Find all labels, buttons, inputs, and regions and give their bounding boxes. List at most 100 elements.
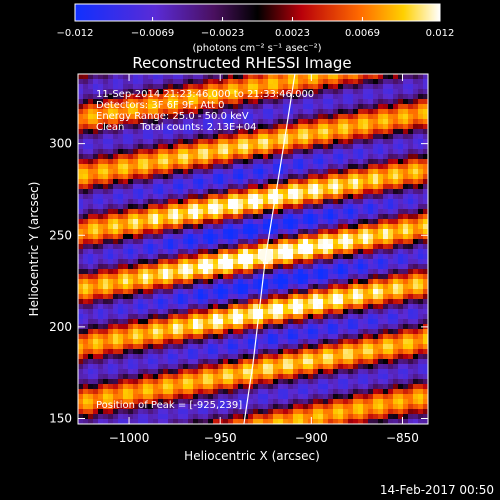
heatmap-cell [168,244,174,250]
heatmap-cell [343,199,349,205]
heatmap-cell [278,244,284,250]
heatmap-cell [98,349,104,355]
heatmap-cell [88,179,94,185]
heatmap-cell [188,314,194,320]
heatmap-cell [243,179,249,185]
heatmap-cell [158,234,164,240]
heatmap-cell [143,289,149,295]
heatmap-cell [133,239,139,245]
heatmap-cell [78,274,84,280]
x-axis: −1000 −950 −900 −850 [109,74,419,445]
heatmap-cell [198,309,204,315]
heatmap-cell [403,124,409,130]
heatmap-cell [388,204,394,210]
heatmap-cell [378,214,384,220]
heatmap-cell [373,269,379,275]
heatmap-cell [278,214,284,220]
heatmap-cell [388,314,394,320]
heatmap-cell [248,334,254,340]
heatmap-cell [113,114,119,120]
heatmap-cell [158,314,164,320]
heatmap-cell [353,189,359,195]
heatmap-cell [413,369,419,375]
heatmap-cell [123,164,129,170]
heatmap-cell [308,279,314,285]
heatmap-cell [198,389,204,395]
heatmap-cell [278,174,284,180]
heatmap-cell [278,344,284,350]
heatmap-cell [318,354,324,360]
heatmap-cell [263,404,269,410]
heatmap-cell [333,304,339,310]
heatmap-cell [293,234,299,240]
heatmap-cell [113,409,119,415]
heatmap-cell [148,384,154,390]
heatmap-cell [343,144,349,150]
heatmap-cell [238,319,244,325]
heatmap-cell [273,119,279,125]
heatmap-cell [418,229,424,235]
heatmap-cell [293,129,299,135]
heatmap-cell [93,379,99,385]
heatmap-cell [198,354,204,360]
heatmap-cell [308,324,314,330]
heatmap-cell [363,89,369,95]
heatmap-cell [413,294,419,300]
heatmap-cell [388,319,394,325]
heatmap-cell [108,334,114,340]
heatmap-cell [243,229,249,235]
heatmap-cell [78,369,84,375]
heatmap-cell [423,259,428,265]
heatmap-cell [408,144,414,150]
heatmap-cell [313,164,319,170]
heatmap-cell [268,264,274,270]
heatmap-cell [78,389,84,395]
heatmap-cell [323,294,329,300]
heatmap-cell [118,179,124,185]
heatmap-cell [323,94,329,100]
heatmap-cell [288,329,294,335]
heatmap-cell [78,164,84,170]
heatmap-cell [238,359,244,365]
heatmap-cell [93,149,99,155]
heatmap-cell [273,94,279,100]
heatmap-cell [338,94,344,100]
heatmap-cell [193,379,199,385]
heatmap-cell [313,409,319,415]
heatmap-cell [248,329,254,335]
heatmap-cell [303,319,309,325]
heatmap-cell [223,289,229,295]
heatmap-cell [113,149,119,155]
heatmap-cell [253,419,259,424]
heatmap-cell [383,159,389,165]
heatmap-cell [403,334,409,340]
heatmap-cell [148,114,154,120]
heatmap-cell [338,329,344,335]
heatmap-cell [243,329,249,335]
heatmap-cell [338,279,344,285]
heatmap-cell [93,94,99,100]
heatmap-cell [228,304,234,310]
heatmap-cell [218,239,224,245]
heatmap-cell [293,264,299,270]
heatmap-cell [363,199,369,205]
heatmap-cell [208,249,214,255]
heatmap-cell [193,219,199,225]
heatmap-cell [418,379,424,385]
heatmap-cell [213,344,219,350]
heatmap-cell [388,309,394,315]
heatmap-cell [223,104,229,110]
heatmap-cell [338,269,344,275]
heatmap-cell [413,334,419,340]
heatmap-cell [138,234,144,240]
heatmap-cell [178,264,184,270]
heatmap-cell [183,119,189,125]
heatmap-cell [363,359,369,365]
heatmap-cell [398,204,404,210]
heatmap-cell [278,279,284,285]
heatmap-cell [313,334,319,340]
heatmap-cell [283,404,289,410]
heatmap-cell [313,124,319,130]
heatmap-cell [358,309,364,315]
heatmap-cell [218,379,224,385]
